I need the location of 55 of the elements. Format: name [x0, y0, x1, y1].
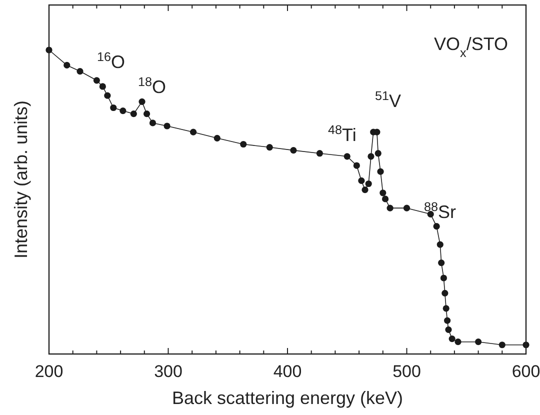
point: [380, 190, 386, 196]
point: [386, 204, 394, 212]
x-tick-label: 600: [512, 362, 540, 381]
point: [164, 122, 170, 130]
point: [365, 180, 372, 188]
point: [290, 147, 297, 154]
point: [436, 241, 444, 248]
point: [374, 150, 382, 157]
point: [240, 140, 247, 148]
x-tick-label: 300: [154, 362, 182, 381]
point: [93, 77, 100, 84]
point: [358, 177, 365, 184]
point: [444, 317, 451, 324]
annotation: $^{18}$O: [138, 75, 166, 97]
annotation: $^{88}$Sr: [424, 200, 456, 222]
annotation: VO$_{x}$/STO: [434, 34, 508, 60]
point: [498, 342, 506, 348]
point: [403, 204, 410, 212]
point: [138, 98, 146, 105]
point: [64, 62, 70, 68]
annotation: $^{48}$Ti: [328, 123, 356, 145]
point: [214, 134, 220, 142]
point: [316, 150, 323, 157]
point: [104, 92, 111, 99]
point: [442, 305, 450, 312]
point: [368, 153, 374, 160]
x-tick-label: 200: [34, 362, 64, 381]
point: [190, 128, 197, 136]
point: [99, 83, 106, 90]
x-axis-title: Back scattering energy (keV): [172, 388, 404, 408]
point: [344, 153, 350, 160]
point: [266, 144, 273, 151]
x-tick-label: 400: [273, 362, 302, 381]
point: [130, 110, 137, 118]
point: [433, 223, 440, 230]
annotation: $^{16}$O: [97, 50, 126, 72]
point: [362, 186, 368, 194]
point: [438, 260, 445, 266]
point: [382, 196, 389, 202]
point: [475, 338, 482, 346]
point: [377, 168, 384, 175]
point: [76, 68, 84, 75]
point: [440, 274, 448, 282]
point: [442, 290, 448, 296]
y-axis-title: Intensity (arb. units): [11, 100, 31, 259]
point: [448, 336, 456, 342]
point: [110, 104, 117, 112]
point: [120, 108, 126, 114]
annotation: $^{51}$V: [375, 89, 402, 111]
point: [143, 110, 150, 118]
point: [445, 326, 452, 333]
point: [149, 120, 156, 126]
point: [353, 162, 360, 169]
x-tick-label: 500: [392, 362, 421, 381]
point: [454, 338, 462, 346]
